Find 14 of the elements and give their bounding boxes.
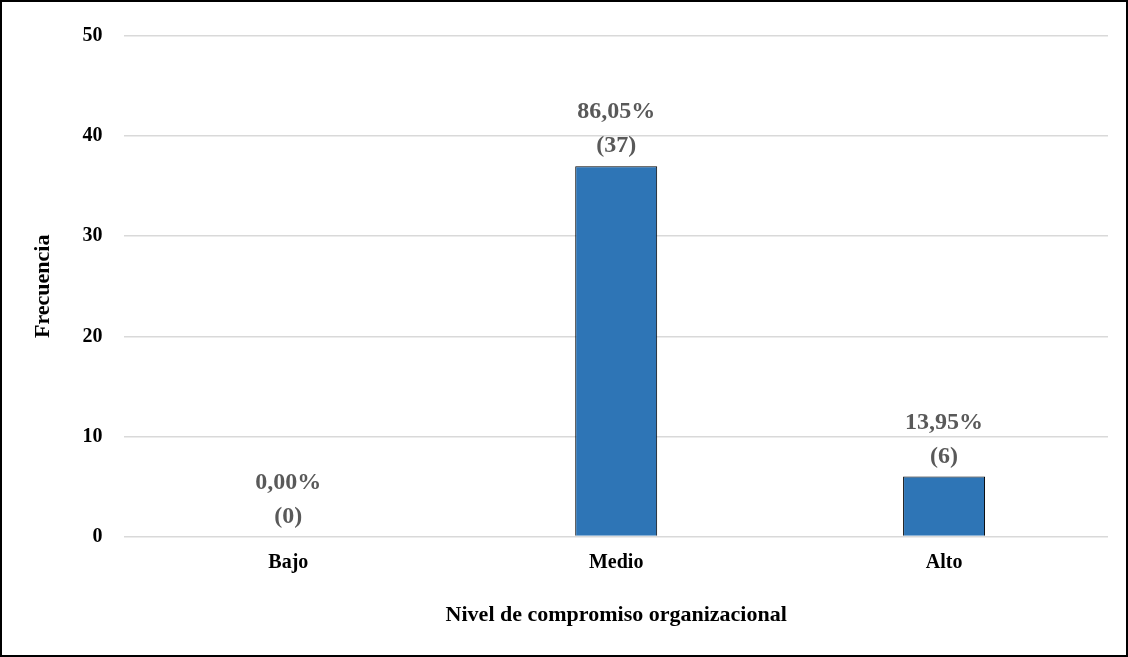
y-tick-label: 50: [82, 23, 103, 46]
y-tick-label: 0: [92, 523, 103, 546]
y-tick-label: 30: [82, 223, 103, 246]
y-tick-label: 20: [82, 323, 103, 346]
x-axis-title: Nivel de compromiso organizacional: [445, 601, 787, 627]
y-tick-label: 10: [82, 423, 103, 446]
x-tick-label: Medio: [588, 549, 644, 572]
data-label: 0,00% (0): [255, 467, 322, 528]
y-tick-label: 40: [82, 123, 103, 146]
x-tick-label: Alto: [925, 549, 963, 572]
data-label: 86,05% (37): [577, 97, 656, 158]
data-label: 13,95% (6): [905, 407, 984, 468]
x-tick-label: Bajo: [268, 549, 309, 573]
y-axis-title: Frecuencia: [28, 234, 54, 339]
